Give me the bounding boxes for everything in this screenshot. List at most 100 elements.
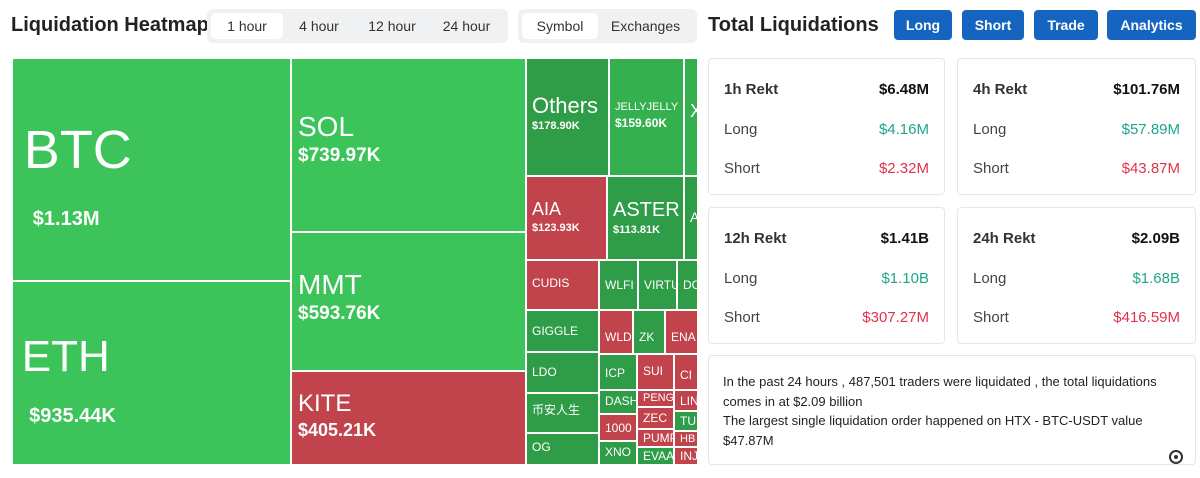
heatmap-tile[interactable]: WLFI <box>599 260 638 310</box>
row-label: Short <box>973 309 1009 326</box>
card-title: 24h Rekt <box>973 230 1036 247</box>
row-value: $1.68B <box>1132 270 1180 287</box>
heatmap-tile[interactable]: Others $178.90K <box>526 58 609 176</box>
heatmap-tile[interactable]: JELLYJELLY $159.60K <box>609 58 684 176</box>
card-header-row: 4h Rekt $101.76M <box>973 81 1180 98</box>
heatmap-tile[interactable]: 1000 <box>599 414 637 441</box>
card-row: Long $57.89M <box>973 121 1180 138</box>
tile-symbol: OG <box>532 440 551 454</box>
view-tab[interactable]: Exchanges <box>610 18 681 34</box>
tile-symbol: XNO <box>605 445 632 459</box>
card-title: 12h Rekt <box>724 230 787 247</box>
heatmap-tile[interactable]: ZEC <box>637 407 674 429</box>
heatmap-tile[interactable]: ASTER $113.81K <box>607 176 684 260</box>
heatmap-tile[interactable]: 币安人生 <box>526 393 599 433</box>
heatmap-tile[interactable]: MMT $593.76K <box>291 232 526 371</box>
summary-line: In the past 24 hours , 487,501 traders w… <box>723 374 1157 409</box>
nav-button[interactable]: Long <box>894 10 952 40</box>
nav-button[interactable]: Short <box>962 10 1024 40</box>
card-total: $6.48M <box>878 81 929 98</box>
heatmap-tile[interactable]: DASH <box>599 390 637 414</box>
heatmap-tile[interactable]: CI <box>674 354 698 390</box>
heatmap-tile[interactable]: PENG <box>637 390 674 407</box>
view-tabs: Symbol Exchanges <box>518 9 697 43</box>
nav-button[interactable]: Trade <box>1034 10 1098 40</box>
heatmap-tile[interactable]: XNO <box>599 441 637 465</box>
heatmap-tile[interactable]: LDO <box>526 352 599 393</box>
tile-symbol: PENG <box>643 392 674 404</box>
tile-value: $405.21K <box>298 419 377 440</box>
heatmap-tile[interactable]: AIA $123.93K <box>526 176 607 260</box>
heatmap-tile[interactable]: ENA <box>665 310 698 354</box>
time-tab[interactable]: 12 hour <box>368 18 416 34</box>
tile-symbol: ENA <box>671 330 696 344</box>
heatmap-tile[interactable]: CUDIS <box>526 260 599 310</box>
heatmap-tile[interactable]: ICP <box>599 354 637 390</box>
totals-title: Total Liquidations <box>708 14 879 36</box>
tile-symbol: X <box>690 101 697 122</box>
card-total: $101.76M <box>1113 81 1180 98</box>
heatmap-tile[interactable]: A <box>684 176 698 260</box>
tile-symbol: DO <box>683 278 697 292</box>
heatmap-tile[interactable]: X <box>684 58 698 176</box>
row-label: Long <box>973 270 1007 287</box>
summary-line: The largest single liquidation order hap… <box>723 413 1143 448</box>
row-label: Short <box>724 160 760 177</box>
time-tab[interactable]: 1 hour <box>211 13 283 39</box>
heatmap-tile[interactable]: WLD <box>599 310 633 354</box>
row-value: $416.59M <box>1113 309 1180 326</box>
time-tab[interactable]: 4 hour <box>299 18 339 34</box>
heatmap-tile[interactable]: BTC $1.13M <box>12 58 291 281</box>
view-tab[interactable]: Symbol <box>522 13 598 39</box>
heatmap-tile[interactable]: VIRTU <box>638 260 677 310</box>
card-row: Short $2.32M <box>724 160 929 177</box>
tile-symbol: ZEC <box>643 411 667 425</box>
tile-symbol: LIN <box>680 394 698 408</box>
tile-value: $123.93K <box>532 221 580 234</box>
tile-symbol: HB <box>680 433 696 445</box>
row-value: $57.89M <box>1121 121 1180 138</box>
heatmap-tile[interactable]: EVAA <box>637 447 674 465</box>
row-label: Long <box>724 121 758 138</box>
tile-symbol: SUI <box>643 364 664 378</box>
heatmap-tile[interactable]: ETH $935.44K <box>12 281 291 465</box>
tile-value: $593.76K <box>298 303 381 325</box>
heatmap-tile[interactable]: LIN <box>674 390 698 411</box>
time-tab[interactable]: 24 hour <box>442 18 491 34</box>
tile-symbol: PUMP <box>643 431 673 445</box>
tile-symbol: KITE <box>298 390 352 417</box>
tile-symbol: Others <box>532 93 599 118</box>
nav-button[interactable]: Analytics <box>1107 10 1196 40</box>
row-value: $307.27M <box>862 309 929 326</box>
tile-symbol: A <box>690 209 697 225</box>
tile-value: $935.44K <box>29 404 116 427</box>
heatmap-tile[interactable]: INJ <box>674 447 698 465</box>
heatmap-tile[interactable]: SUI <box>637 354 674 390</box>
card-row: Long $1.68B <box>973 270 1180 287</box>
tile-symbol: JELLYJELLY <box>615 101 679 113</box>
row-value: $4.16M <box>878 121 929 138</box>
heatmap-tile[interactable]: GIGGLE <box>526 310 599 352</box>
card-title: 1h Rekt <box>724 81 779 98</box>
heatmap-tile[interactable]: SOL $739.97K <box>291 58 526 232</box>
rekt-card: 12h Rekt $1.41B Long $1.10B Short $307.27M <box>708 207 945 344</box>
card-row: Long $4.16M <box>724 121 929 138</box>
heatmap-tile[interactable]: DO <box>677 260 698 310</box>
row-label: Short <box>973 160 1009 177</box>
tile-symbol: DASH <box>605 394 637 408</box>
heatmap-tile[interactable]: HB <box>674 431 698 447</box>
tile-symbol: CI <box>680 368 692 382</box>
row-label: Long <box>724 270 758 287</box>
settings-icon[interactable] <box>1166 447 1186 467</box>
heatmap-tile[interactable]: TU <box>674 411 698 431</box>
tile-value: $1.13M <box>32 208 100 231</box>
rekt-card: 24h Rekt $2.09B Long $1.68B Short $416.59M <box>957 207 1196 344</box>
row-value: $43.87M <box>1121 160 1180 177</box>
tile-value: $178.90K <box>532 120 580 133</box>
card-header-row: 12h Rekt $1.41B <box>724 230 929 247</box>
heatmap-tile[interactable]: KITE $405.21K <box>291 371 526 465</box>
heatmap-tile[interactable]: PUMP <box>637 429 674 447</box>
heatmap-tile[interactable]: ZK <box>633 310 665 354</box>
heatmap-tile[interactable]: OG <box>526 433 599 465</box>
